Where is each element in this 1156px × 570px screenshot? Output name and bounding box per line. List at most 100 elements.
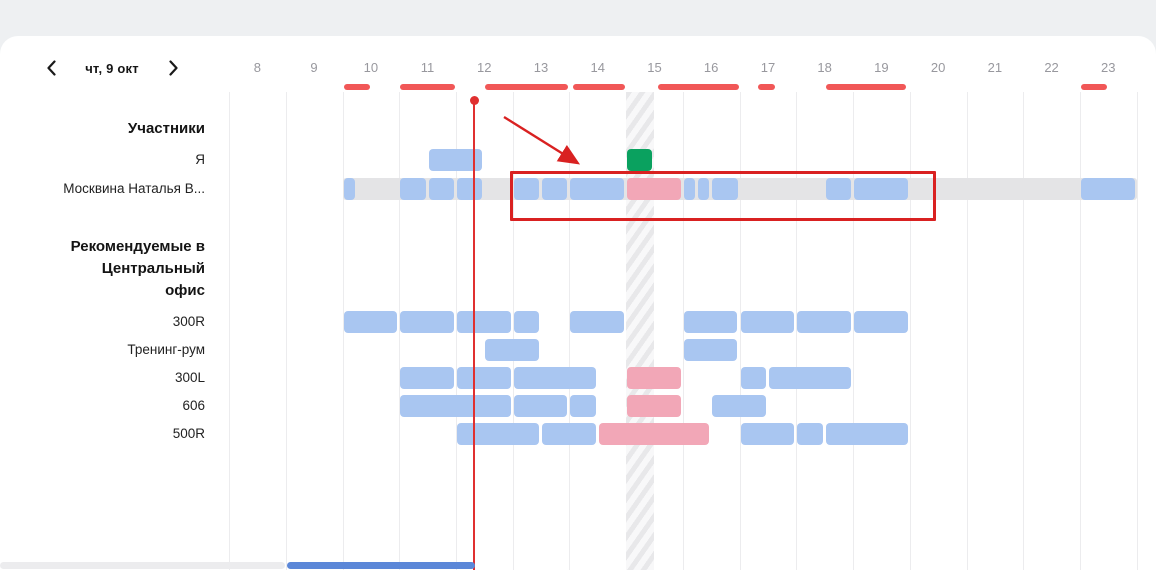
row-label: 606 bbox=[182, 398, 205, 413]
hour-label-8: 8 bbox=[253, 60, 261, 75]
busy-event-block bbox=[456, 423, 539, 445]
busy-event-block bbox=[456, 178, 483, 200]
date-navigation: чт, 9 окт bbox=[38, 55, 186, 81]
horizontal-scrollbar-track[interactable] bbox=[0, 562, 285, 569]
hour-label-14: 14 bbox=[590, 60, 605, 75]
next-day-button[interactable] bbox=[160, 55, 186, 81]
grid-line bbox=[1079, 92, 1081, 570]
busy-event-block bbox=[428, 178, 454, 200]
section-title: Рекомендуемые в Центральный офис bbox=[70, 238, 205, 299]
busy-event-block bbox=[683, 311, 738, 333]
busy-event-block bbox=[542, 423, 596, 445]
busy-event-block bbox=[825, 178, 852, 200]
row-label: 300L bbox=[174, 370, 205, 385]
busy-event-block bbox=[542, 178, 568, 200]
row-label: 300R bbox=[172, 314, 205, 329]
busy-event-block bbox=[712, 395, 766, 417]
selected-meeting-block[interactable] bbox=[627, 149, 653, 171]
busy-event-block bbox=[825, 423, 908, 445]
busy-event-block bbox=[570, 311, 625, 333]
busy-event-block bbox=[400, 311, 454, 333]
hour-label-13: 13 bbox=[533, 60, 549, 75]
conflict-event-block bbox=[627, 178, 681, 200]
current-time-dot bbox=[469, 95, 479, 105]
busy-event-block bbox=[797, 311, 851, 333]
row-label: 500R bbox=[172, 426, 205, 441]
busy-strip bbox=[757, 84, 776, 90]
busy-strip bbox=[485, 84, 569, 90]
hour-label-16: 16 bbox=[703, 60, 719, 75]
conflict-event-block bbox=[627, 395, 681, 417]
grid-line bbox=[1136, 92, 1138, 570]
grid-line bbox=[229, 92, 230, 570]
busy-event-block bbox=[513, 311, 539, 333]
hour-label-19: 19 bbox=[874, 60, 889, 75]
chevron-right-icon bbox=[168, 60, 178, 76]
hour-label-10: 10 bbox=[363, 60, 379, 75]
hour-label-18: 18 bbox=[817, 60, 832, 75]
busy-event-block bbox=[513, 178, 539, 200]
busy-event-block bbox=[698, 178, 710, 200]
busy-event-block bbox=[854, 311, 908, 333]
busy-strip bbox=[658, 84, 739, 90]
busy-event-block bbox=[712, 178, 738, 200]
busy-event-block bbox=[456, 311, 511, 333]
annotation-rectangle bbox=[510, 171, 936, 221]
busy-event-block bbox=[485, 339, 539, 361]
busy-event-block bbox=[456, 367, 511, 389]
horizontal-scrollbar-thumb[interactable] bbox=[287, 562, 475, 569]
busy-event-block bbox=[854, 178, 908, 200]
hour-label-12: 12 bbox=[477, 60, 492, 75]
busy-event-block bbox=[428, 149, 483, 171]
chevron-left-icon bbox=[46, 60, 56, 76]
scheduler-card bbox=[0, 36, 1156, 570]
current-time-line bbox=[473, 99, 476, 570]
availability-band bbox=[342, 178, 1137, 200]
grid-line bbox=[853, 92, 854, 570]
conflict-event-block bbox=[627, 367, 681, 389]
grid-line bbox=[682, 92, 684, 570]
grid-line bbox=[342, 92, 344, 570]
hour-label-9: 9 bbox=[310, 60, 318, 75]
grid-line bbox=[455, 92, 457, 570]
row-label: Тренинг-рум bbox=[127, 342, 205, 357]
busy-event-block bbox=[343, 311, 398, 333]
grid-line bbox=[966, 92, 968, 570]
hour-label-20: 20 bbox=[930, 60, 946, 75]
grid-line bbox=[739, 92, 741, 570]
hour-label-22: 22 bbox=[1044, 60, 1059, 75]
busy-event-block bbox=[740, 423, 795, 445]
conflict-event-block bbox=[598, 423, 710, 445]
row-label: Москвина Наталья В... bbox=[63, 181, 205, 196]
hour-label-17: 17 bbox=[760, 60, 776, 75]
busy-strip bbox=[573, 84, 626, 90]
busy-event-block bbox=[343, 178, 355, 200]
busy-event-block bbox=[513, 395, 568, 417]
grid-line bbox=[399, 92, 401, 570]
busy-event-block bbox=[683, 178, 695, 200]
busy-event-block bbox=[513, 367, 596, 389]
hour-label-23: 23 bbox=[1101, 60, 1116, 75]
busy-event-block bbox=[400, 367, 454, 389]
busy-event-block bbox=[768, 367, 851, 389]
busy-event-block bbox=[400, 395, 511, 417]
busy-event-block bbox=[570, 178, 625, 200]
busy-event-block bbox=[1080, 178, 1135, 200]
row-label: Я bbox=[195, 152, 205, 167]
grid-line bbox=[512, 92, 514, 570]
hour-label-21: 21 bbox=[987, 60, 1003, 75]
busy-event-block bbox=[683, 339, 738, 361]
busy-event-block bbox=[740, 311, 795, 333]
grid-line bbox=[796, 92, 798, 570]
section-title: Участники bbox=[127, 120, 205, 137]
grid-line bbox=[1023, 92, 1025, 570]
date-label: чт, 9 окт bbox=[85, 60, 139, 76]
prev-day-button[interactable] bbox=[38, 55, 64, 81]
grid-line bbox=[909, 92, 911, 570]
busy-strip bbox=[1080, 84, 1108, 90]
busy-event-block bbox=[797, 423, 823, 445]
grid-line bbox=[285, 92, 287, 570]
busy-strip bbox=[400, 84, 455, 90]
busy-event-block bbox=[740, 367, 766, 389]
